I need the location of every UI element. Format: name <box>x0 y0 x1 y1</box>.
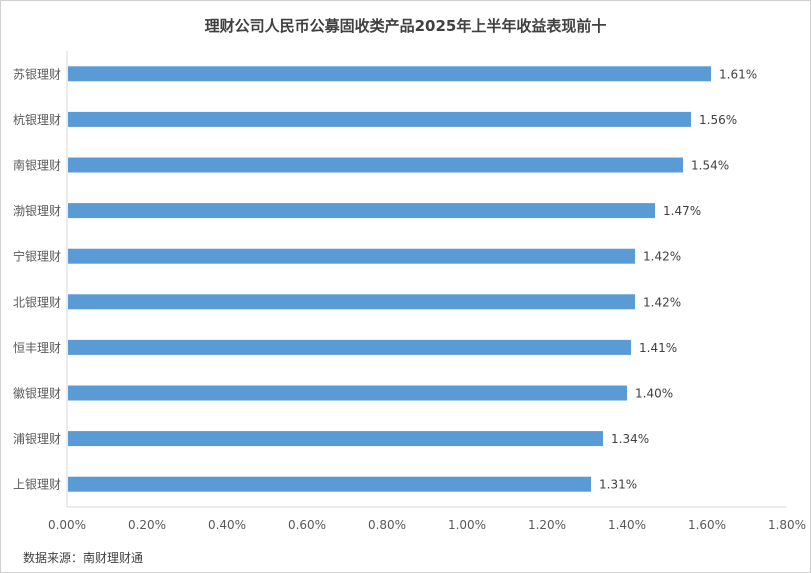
category-label: 杭银理财 <box>13 112 61 127</box>
x-tick-label: 0.80% <box>368 518 406 532</box>
x-tick-label: 1.60% <box>688 518 726 532</box>
bar <box>68 385 627 401</box>
bar <box>68 339 631 355</box>
x-tick-label: 0.20% <box>128 518 166 532</box>
x-tick-label: 0.40% <box>208 518 246 532</box>
category-label: 徽银理财 <box>13 386 61 401</box>
category-label: 浦银理财 <box>13 432 61 446</box>
bar <box>68 111 691 127</box>
category-label: 上银理财 <box>13 478 61 492</box>
data-source-note: 数据来源：南财理财通 <box>23 551 144 565</box>
bar <box>68 294 635 310</box>
data-label: 1.41% <box>639 341 677 355</box>
x-tick-label: 0.00% <box>48 518 86 532</box>
bar <box>68 476 591 492</box>
category-label: 苏银理财 <box>13 67 61 81</box>
data-label: 1.42% <box>643 295 681 309</box>
bar <box>68 66 711 82</box>
bar <box>68 248 635 264</box>
category-label: 北银理财 <box>13 295 61 309</box>
data-label: 1.61% <box>719 67 757 81</box>
bar <box>68 203 655 219</box>
data-label: 1.42% <box>643 250 681 264</box>
data-label: 1.31% <box>599 478 637 492</box>
bar <box>68 431 603 447</box>
x-tick-label: 1.20% <box>528 518 566 532</box>
x-tick-label: 0.60% <box>288 518 326 532</box>
data-label: 1.34% <box>611 432 649 446</box>
category-label: 宁银理财 <box>13 249 61 264</box>
chart-title: 理财公司人民币公募固收类产品2025年上半年收益表现前十 <box>204 17 607 35</box>
x-tick-label: 1.40% <box>608 518 646 532</box>
data-label: 1.40% <box>635 387 673 401</box>
x-tick-label: 1.00% <box>448 518 486 532</box>
bar <box>68 157 683 173</box>
x-tick-label: 1.80% <box>768 518 806 532</box>
category-label: 恒丰理财 <box>13 341 61 355</box>
data-label: 1.54% <box>691 159 729 173</box>
category-label: 南银理财 <box>13 158 61 173</box>
category-label: 渤银理财 <box>13 204 61 218</box>
data-label: 1.47% <box>663 204 701 218</box>
data-label: 1.56% <box>699 113 737 127</box>
